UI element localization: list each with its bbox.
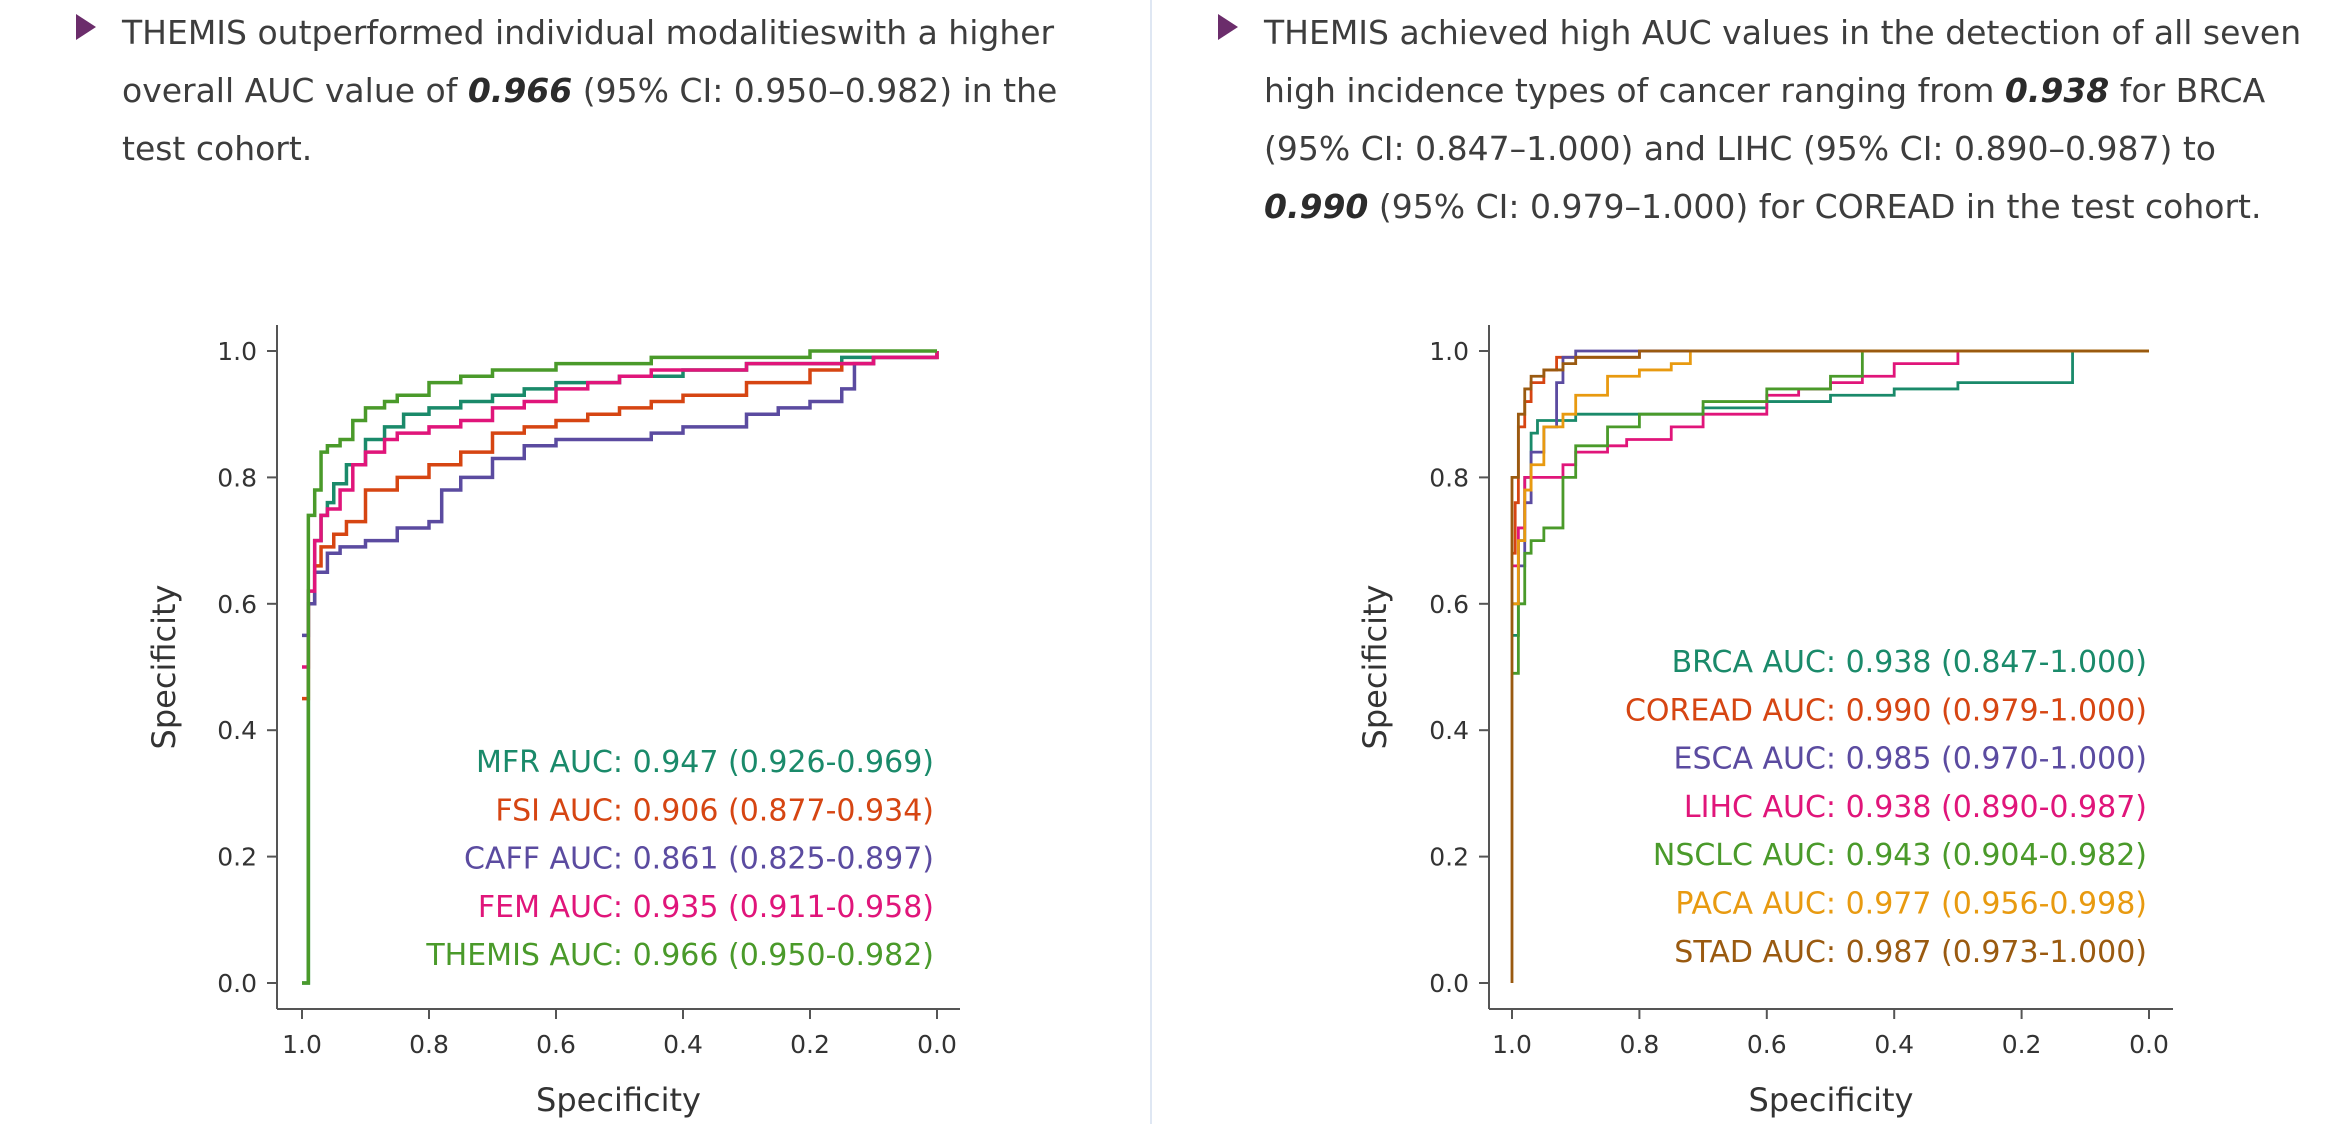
roc-line-stad	[1510, 349, 2149, 983]
x-tick-label: 0.6	[1747, 1030, 1787, 1059]
y-tick-label: 0.8	[217, 463, 257, 492]
left-bullet-text: THEMIS outperformed individual modalitie…	[122, 4, 1116, 178]
y-axis-label: Specificity	[1356, 585, 1394, 750]
x-tick-label: 0.0	[2129, 1030, 2169, 1059]
legend-entry-brca: BRCA AUC: 0.938 (0.847-1.000)	[1672, 645, 2147, 680]
right-panel: THEMIS achieved high AUC values in the d…	[1152, 0, 2346, 1124]
legend-entry-nsclc: NSCLC AUC: 0.943 (0.904-0.982)	[1653, 838, 2147, 873]
x-tick-label: 0.8	[1620, 1030, 1660, 1059]
x-tick-label: 1.0	[282, 1030, 322, 1059]
legend-entry-esca: ESCA AUC: 0.985 (0.970-1.000)	[1674, 742, 2148, 777]
legend-entry-fsi: FSI AUC: 0.906 (0.877-0.934)	[495, 793, 934, 828]
roc-line-themis	[302, 349, 937, 985]
legend-entry-paca: PACA AUC: 0.977 (0.956-0.998)	[1675, 887, 2147, 922]
x-tick-label: 0.4	[1874, 1030, 1914, 1059]
y-tick-label: 1.0	[217, 337, 257, 366]
roc-line-lihc	[1512, 349, 2149, 568]
y-tick-label: 0.6	[1429, 590, 1469, 619]
y-tick-label: 0.2	[217, 843, 257, 872]
y-tick-label: 0.0	[1429, 969, 1469, 998]
roc-line-fsi	[302, 351, 939, 701]
right-text-part: for BRCA (95% CI: 0.847–1.000) and LIHC …	[1264, 71, 2266, 168]
legend-entry-coread: COREAD AUC: 0.990 (0.979-1.000)	[1625, 693, 2147, 728]
y-tick-label: 0.0	[217, 969, 257, 998]
left-text-part: THEMIS outperformed individual modalitie…	[122, 13, 1055, 110]
x-tick-label: 0.2	[790, 1030, 830, 1059]
y-tick-label: 0.8	[1429, 463, 1469, 492]
legend-entry-lihc: LIHC AUC: 0.938 (0.890-0.987)	[1684, 790, 2147, 825]
legend-entry-themis: THEMIS AUC: 0.966 (0.950-0.982)	[425, 938, 934, 973]
legend-entry-fem: FEM AUC: 0.935 (0.911-0.958)	[478, 890, 934, 925]
x-tick-label: 0.2	[2002, 1030, 2042, 1059]
x-tick-label: 0.8	[409, 1030, 449, 1059]
x-axis-label: Specificity	[1749, 1081, 1914, 1119]
legend-entry-mfr: MFR AUC: 0.947 (0.926-0.969)	[476, 745, 934, 780]
right-bullet: THEMIS achieved high AUC values in the d…	[1218, 4, 2328, 236]
right-bullet-text: THEMIS achieved high AUC values in the d…	[1264, 4, 2328, 236]
y-tick-label: 0.2	[1429, 843, 1469, 872]
roc-chart-modalities: 0.0 0.2 0.4 0.6 0.8 1.0 1.0 0.8 0.6 0.4 0.2 0.0 Spec…	[145, 325, 960, 1119]
y-tick-label: 1.0	[1429, 337, 1469, 366]
left-bullet: THEMIS outperformed individual modalitie…	[76, 4, 1116, 178]
left-text-highlight: 0.966	[467, 71, 573, 110]
x-tick-label: 0.6	[536, 1030, 576, 1059]
y-tick-label: 0.4	[217, 716, 257, 745]
x-tick-label: 0.0	[917, 1030, 957, 1059]
x-tick-label: 1.0	[1492, 1030, 1532, 1059]
right-text-part: (95% CI: 0.979–1.000) for COREAD in the …	[1368, 187, 2262, 226]
right-text-part: THEMIS achieved high AUC values in the d…	[1264, 13, 2302, 110]
legend-entry-stad: STAD AUC: 0.987 (0.973-1.000)	[1674, 935, 2147, 970]
bullet-triangle-icon	[1218, 14, 1238, 40]
roc-line-caff	[302, 355, 937, 638]
right-text-highlight: 0.938	[2004, 71, 2110, 110]
roc-line-paca	[1512, 349, 2149, 606]
y-axis-label: Specificity	[145, 585, 183, 750]
left-panel: THEMIS outperformed individual modalitie…	[0, 0, 1150, 1124]
bullet-triangle-icon	[76, 14, 96, 40]
x-tick-label: 0.4	[663, 1030, 703, 1059]
left-text-part: (95% CI: 0.950–0.982) in the test cohort…	[122, 71, 1058, 168]
right-text-highlight: 0.990	[1264, 187, 1369, 226]
y-tick-label: 0.4	[1429, 716, 1469, 745]
roc-line-nsclc	[1512, 349, 2149, 675]
y-tick-label: 0.6	[217, 590, 257, 619]
panel-divider	[1150, 0, 1152, 1124]
roc-line-fem	[302, 351, 939, 669]
legend-entry-caff: CAFF AUC: 0.861 (0.825-0.897)	[464, 842, 934, 877]
x-axis-label: Specificity	[536, 1081, 701, 1119]
